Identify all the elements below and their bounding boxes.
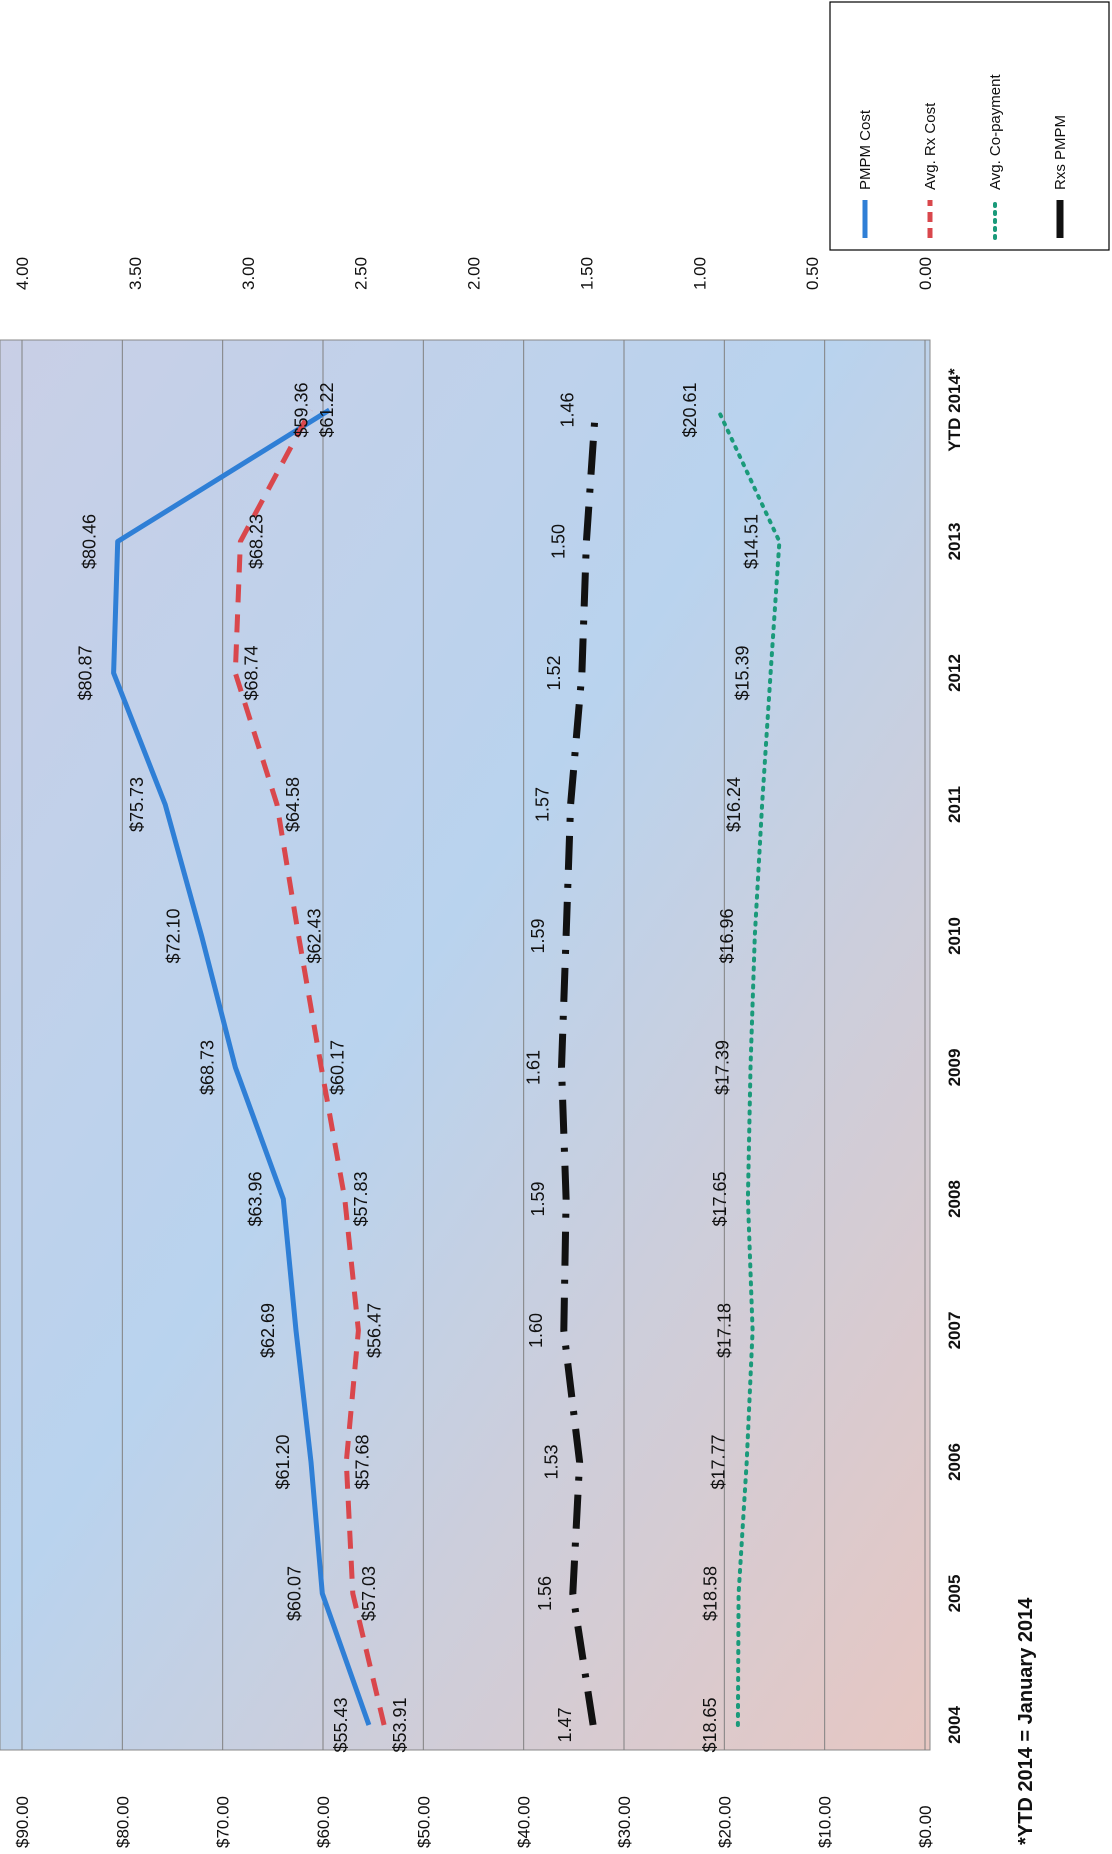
legend-label: Rxs PMPM (1052, 115, 1069, 190)
data-label: $17.18 (715, 1303, 735, 1358)
data-label: $80.46 (80, 514, 100, 569)
data-label: $68.23 (246, 514, 266, 569)
data-label: $17.65 (710, 1171, 730, 1226)
series-lines (111, 407, 782, 1727)
legend-label: Avg. Co-payment (987, 74, 1004, 190)
data-label: $68.74 (241, 645, 261, 700)
category-label: 2011 (945, 786, 964, 823)
right-axis-tick: 0.50 (803, 257, 822, 290)
category-label: 2006 (945, 1443, 964, 1481)
data-label: 1.52 (544, 655, 564, 690)
data-label: 1.60 (526, 1313, 546, 1348)
left-axis-tick: $30.00 (615, 1796, 634, 1848)
data-label: 1.50 (548, 524, 568, 559)
data-label: $75.73 (127, 777, 147, 832)
left-axis-tick: $60.00 (314, 1796, 333, 1848)
right-axis-ticks: 0.00 0.50 1.00 1.50 2.00 2.50 3.00 3.50 4.00 (13, 257, 935, 290)
data-label: $72.10 (164, 908, 184, 963)
data-label: 1.47 (555, 1707, 575, 1742)
data-label: $57.83 (351, 1171, 371, 1226)
category-label: 2012 (945, 654, 964, 692)
category-label: 2005 (945, 1575, 964, 1613)
data-label: 1.53 (542, 1444, 562, 1479)
right-axis-tick: 1.50 (577, 257, 596, 290)
data-label: $62.69 (258, 1303, 278, 1358)
category-label: 2009 (945, 1049, 964, 1087)
data-label: $60.17 (327, 1040, 347, 1095)
data-label: 1.59 (528, 1181, 548, 1216)
data-label: $60.07 (284, 1566, 304, 1621)
series-line-rxs-pmpm (558, 409, 599, 1726)
data-label: $64.58 (283, 777, 303, 832)
data-label: 1.59 (528, 918, 548, 953)
data-label: $59.36 (291, 382, 311, 437)
right-axis-tick: 2.00 (465, 257, 484, 290)
data-label: $17.39 (713, 1040, 733, 1095)
category-label: 2013 (945, 523, 964, 561)
data-label: 1.61 (524, 1050, 544, 1085)
right-axis-tick: 3.00 (239, 257, 258, 290)
data-label: $17.77 (709, 1434, 729, 1489)
left-axis-tick: $90.00 (13, 1796, 32, 1848)
category-label: YTD 2014* (945, 368, 964, 452)
data-labels: $55.43 $60.07 $61.20 $62.69 $63.96 $68.73 $72.… (76, 382, 762, 1752)
data-label: $55.43 (331, 1697, 351, 1752)
data-label: $18.65 (700, 1697, 720, 1752)
data-label: $20.61 (680, 382, 700, 437)
right-axis-tick: 0.00 (916, 257, 935, 290)
gridlines (21, 340, 926, 1750)
data-label: $80.87 (76, 645, 96, 700)
data-label: $57.68 (352, 1434, 372, 1489)
left-axis-tick: $70.00 (214, 1796, 233, 1848)
legend: PMPM Cost Avg. Rx Cost Avg. Co-payment Rxs … (829, 1, 1110, 251)
left-axis-ticks: $0.00 $10.00 $20.00 $30.00 $40.00 $50.00 $60.0… (13, 1796, 935, 1848)
data-label: $18.58 (701, 1566, 721, 1621)
category-label: 2008 (945, 1180, 964, 1218)
right-axis-tick: 4.00 (13, 257, 32, 290)
data-label: $63.96 (245, 1171, 265, 1226)
data-label: $68.73 (197, 1040, 217, 1095)
data-label: $53.91 (390, 1697, 410, 1752)
data-label: 1.46 (557, 392, 577, 427)
category-label: 2004 (945, 1706, 964, 1744)
series-line-avg-rx-cost (232, 408, 387, 1726)
left-axis-tick: $20.00 (715, 1796, 734, 1848)
left-axis-tick: $50.00 (414, 1796, 433, 1848)
series-line-avg-co-payment (716, 408, 782, 1727)
left-axis-tick: $0.00 (916, 1805, 935, 1848)
data-label: $61.22 (317, 382, 337, 437)
right-axis-tick: 2.50 (352, 257, 371, 290)
series-line-pmpm-cost (111, 407, 372, 1726)
category-ticks: 2004 2005 2006 2007 2008 2009 2010 2011 2012 2013… (945, 368, 964, 1744)
left-axis-tick: $10.00 (816, 1796, 835, 1848)
plot-area (0, 339, 931, 1751)
data-label: $16.96 (717, 908, 737, 963)
footnote: *YTD 2014 = January 2014 (1015, 1597, 1037, 1845)
data-label: $56.47 (364, 1303, 384, 1358)
right-axis-tick: 1.00 (690, 257, 709, 290)
legend-label: PMPM Cost (857, 109, 874, 190)
right-axis-tick: 3.50 (126, 257, 145, 290)
left-axis-tick: $80.00 (113, 1796, 132, 1848)
data-label: $14.51 (741, 514, 761, 569)
legend-label: Avg. Rx Cost (922, 102, 939, 190)
data-label: $62.43 (305, 908, 325, 963)
left-axis-tick: $40.00 (515, 1796, 534, 1848)
data-label: 1.57 (533, 787, 553, 822)
category-label: 2010 (945, 917, 964, 955)
data-label: 1.56 (535, 1576, 555, 1611)
category-label: 2007 (945, 1312, 964, 1350)
data-label: $15.39 (733, 645, 753, 700)
data-label: $16.24 (724, 777, 744, 832)
data-label: $57.03 (359, 1566, 379, 1621)
data-label: $61.20 (273, 1434, 293, 1489)
